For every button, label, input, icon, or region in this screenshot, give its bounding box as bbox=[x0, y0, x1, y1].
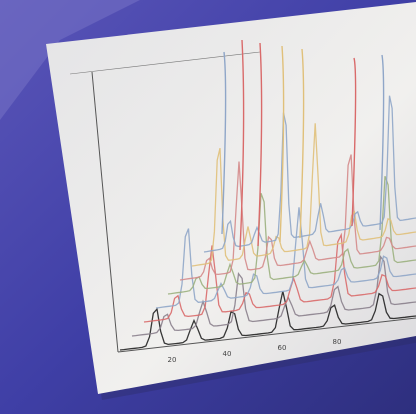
paper-sheet bbox=[46, 2, 416, 394]
trace bbox=[131, 254, 416, 337]
glove-highlight bbox=[0, 0, 140, 120]
peak bbox=[299, 48, 305, 239]
header-rule bbox=[69, 51, 261, 75]
x-tick-label: 60 bbox=[278, 344, 287, 352]
trace bbox=[179, 154, 416, 281]
peak bbox=[379, 54, 385, 231]
y-axis bbox=[91, 71, 119, 353]
trace bbox=[191, 123, 416, 267]
x-tick-label: 20 bbox=[168, 356, 177, 364]
peak bbox=[257, 42, 263, 247]
x-tick-label: 40 bbox=[223, 350, 232, 358]
trace bbox=[119, 291, 416, 351]
x-tick-label: 80 bbox=[333, 338, 342, 346]
x-axis bbox=[117, 317, 416, 353]
trace bbox=[155, 207, 416, 309]
printed-chart: 20 40 60 80 bbox=[69, 39, 416, 364]
trace bbox=[143, 232, 416, 323]
peak bbox=[279, 45, 285, 243]
trace bbox=[167, 175, 416, 295]
peak bbox=[239, 39, 245, 251]
peak bbox=[221, 51, 227, 235]
peak bbox=[351, 57, 357, 227]
